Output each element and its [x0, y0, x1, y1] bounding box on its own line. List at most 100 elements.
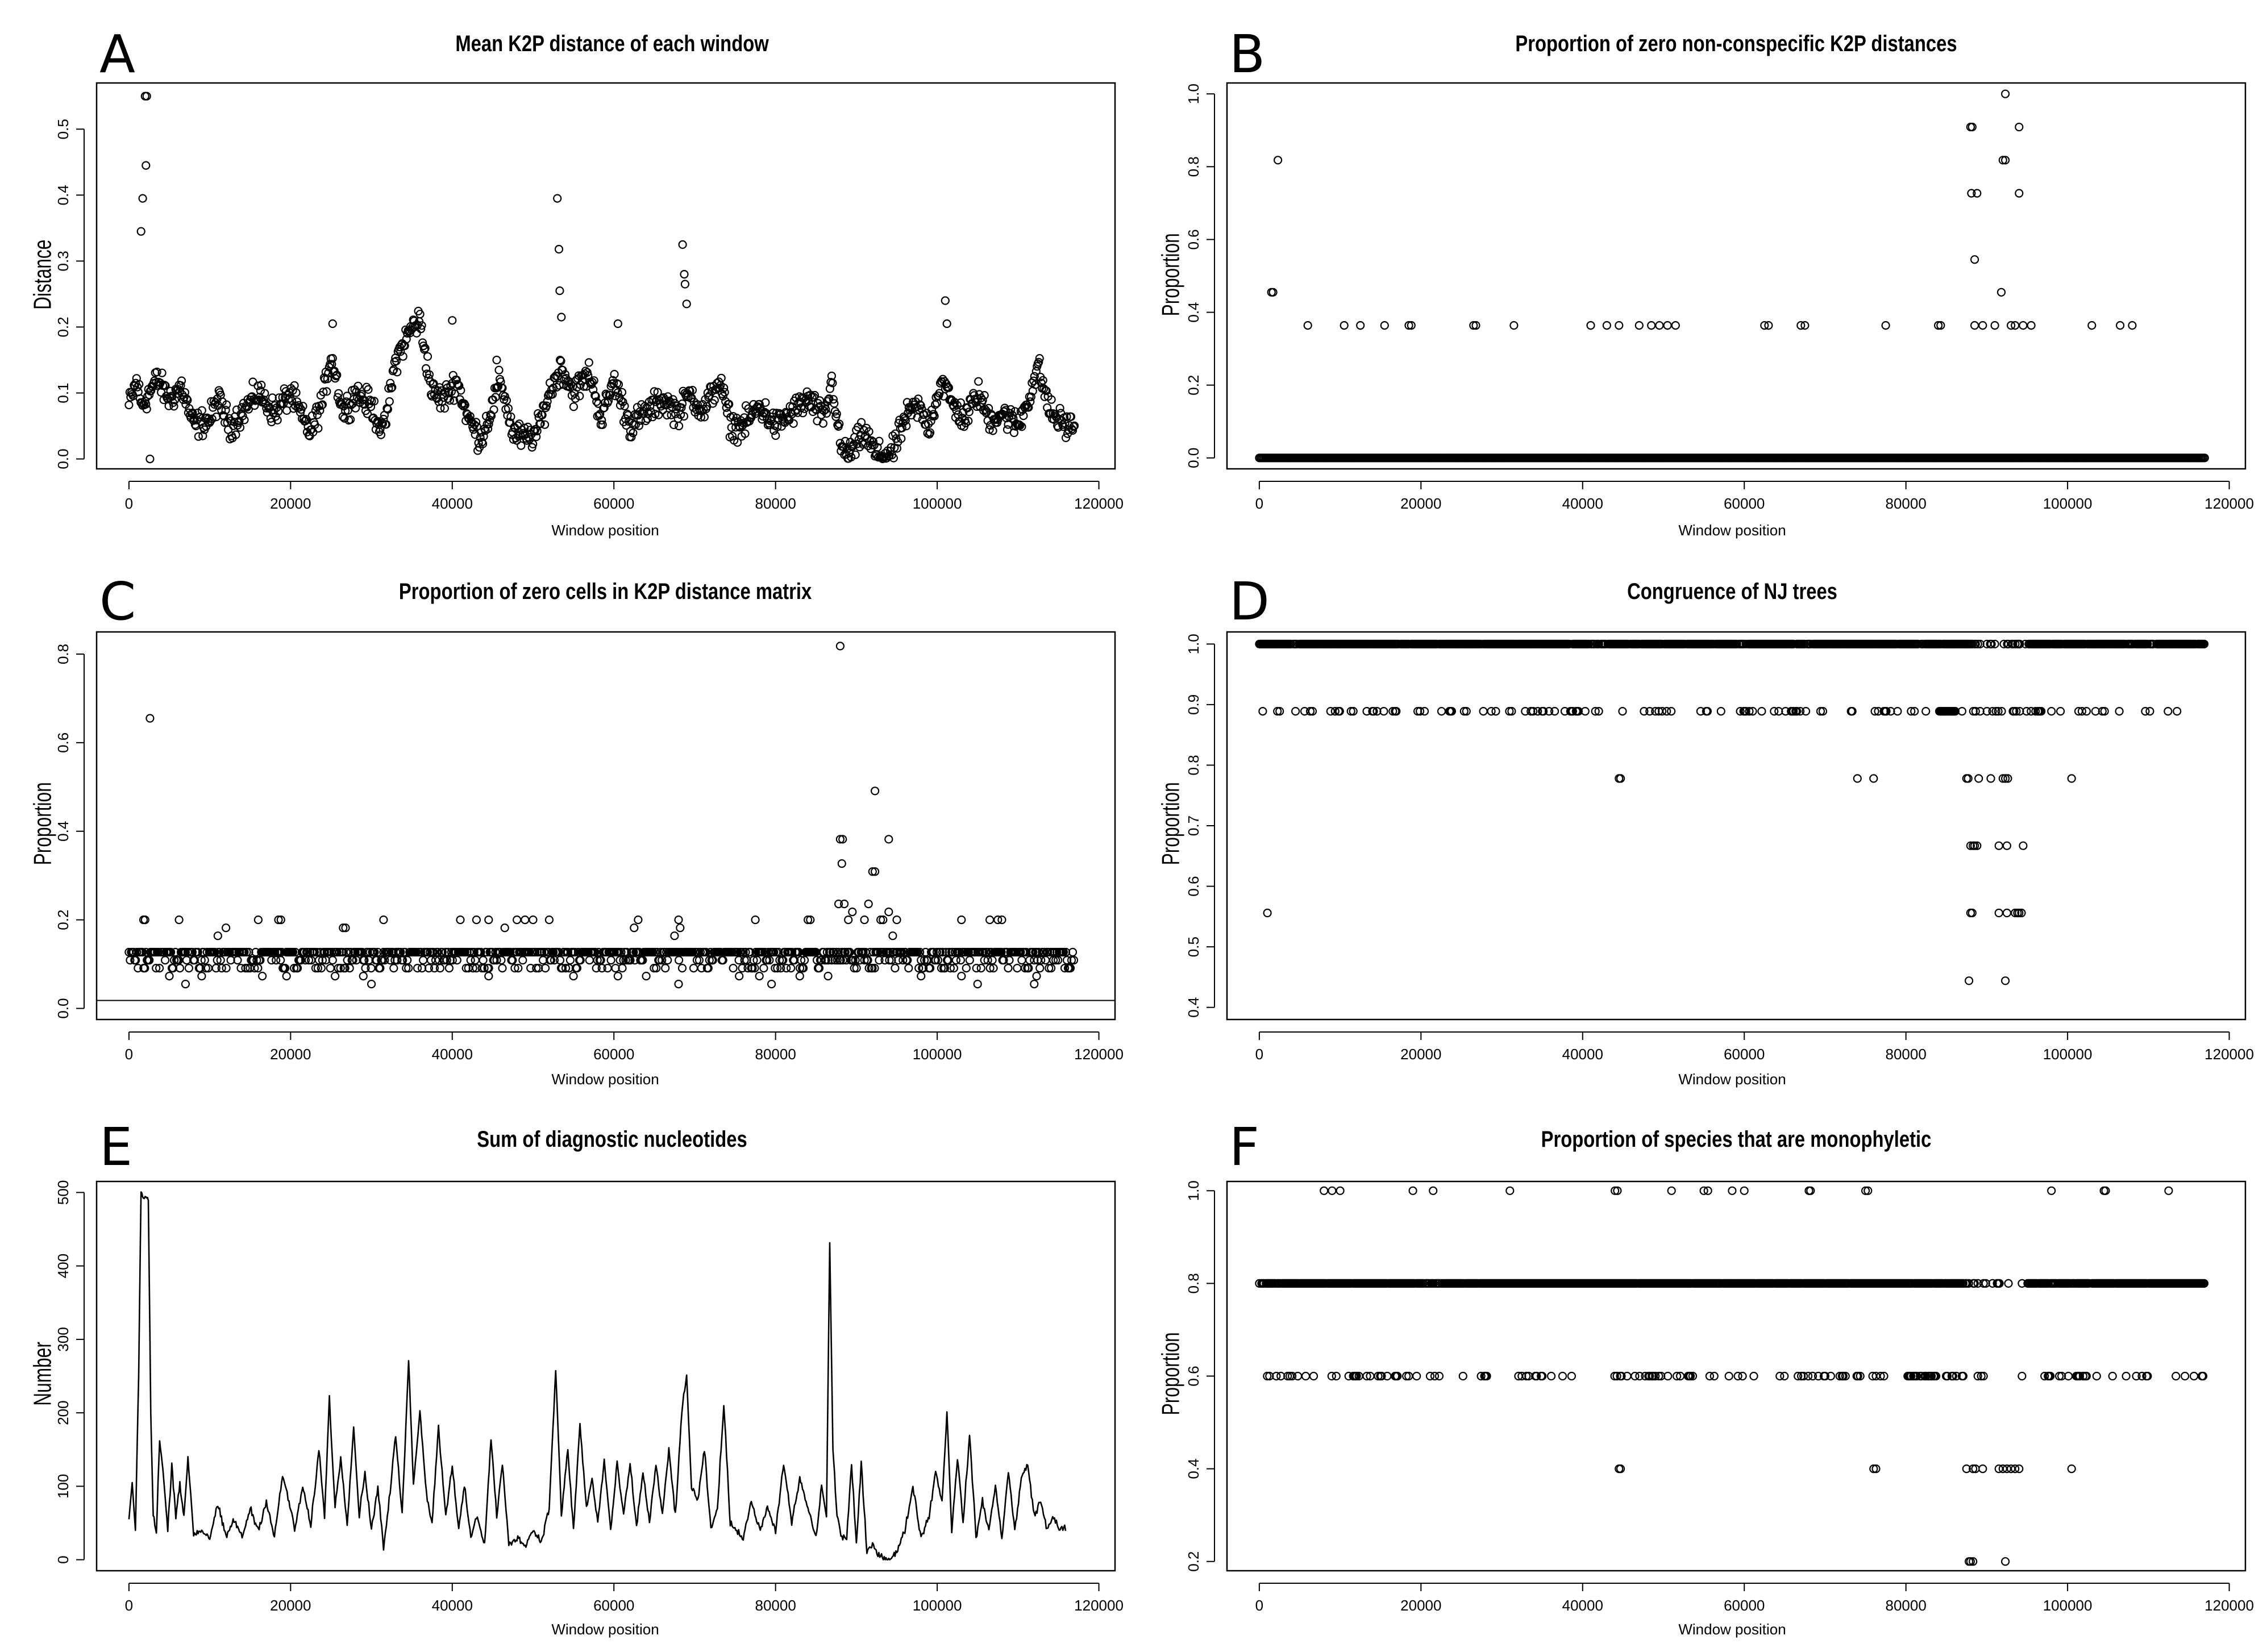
y-tick-label: 1.0	[1185, 1180, 1202, 1201]
data-point	[1764, 321, 1773, 330]
data-point	[653, 388, 662, 397]
data-point	[322, 387, 331, 396]
data-point	[598, 420, 607, 430]
data-point	[2001, 89, 2010, 98]
data-point	[2087, 321, 2097, 330]
data-point	[581, 367, 590, 376]
x-tick-label: 0	[125, 1046, 133, 1063]
data-point	[238, 411, 247, 421]
data-point	[978, 396, 987, 405]
data-point	[2007, 321, 2016, 330]
data-point	[665, 397, 675, 406]
data-point	[688, 385, 697, 395]
data-point	[161, 381, 170, 390]
data-point	[641, 416, 650, 426]
x-tick-label: 20000	[270, 495, 311, 512]
data-point	[1936, 321, 1945, 330]
data-point	[442, 380, 451, 389]
data-point	[1068, 426, 1078, 435]
y-tick-label: 0.3	[55, 251, 72, 271]
data-point	[298, 402, 307, 411]
data-point	[392, 356, 401, 365]
data-point	[640, 402, 650, 411]
data-point	[313, 410, 322, 419]
data-point	[1996, 288, 2006, 297]
y-tick-label: 0.1	[55, 382, 72, 403]
panel-letter: D	[1229, 571, 1270, 632]
data-point	[667, 410, 676, 419]
y-tick-label: 0.6	[1185, 229, 1202, 249]
data-point	[536, 419, 545, 428]
data-point	[901, 416, 910, 425]
data-point	[941, 296, 950, 305]
data-point	[328, 319, 337, 328]
data-point	[591, 392, 600, 401]
data-point	[142, 161, 151, 170]
data-point	[369, 397, 379, 406]
data-point	[892, 444, 902, 453]
data-point	[557, 313, 566, 322]
data-point	[440, 403, 450, 413]
y-tick-label: 0.0	[55, 998, 72, 1018]
panel-title: Congruence of NJ trees	[1627, 579, 1837, 604]
y-axis-label: Proportion	[1157, 782, 1184, 865]
data-point	[1054, 423, 1063, 432]
data-point	[142, 405, 151, 414]
data-point	[540, 420, 550, 429]
data-point	[140, 963, 149, 973]
data-point	[554, 244, 564, 254]
data-point	[889, 453, 899, 463]
data-point	[829, 395, 838, 404]
data-point	[494, 365, 504, 374]
panel-c: C Proportion of zero cells in K2P distan…	[28, 571, 1124, 1088]
data-point	[231, 430, 240, 439]
data-point	[654, 410, 663, 419]
data-point	[484, 419, 493, 428]
data-point	[157, 368, 167, 377]
data-point	[620, 401, 629, 411]
x-tick-label: 100000	[913, 1597, 962, 1614]
data-point	[386, 384, 396, 393]
data-point	[492, 355, 501, 365]
data-point	[1006, 405, 1016, 414]
x-axis-label: Window position	[551, 1071, 659, 1088]
data-point	[257, 380, 266, 390]
data-point	[1026, 392, 1035, 402]
y-tick-label: 0.0	[55, 449, 72, 469]
x-axis-label: Window position	[551, 1621, 659, 1638]
x-tick-label: 60000	[1724, 1597, 1765, 1614]
data-point	[1471, 321, 1480, 330]
data-point	[273, 415, 282, 425]
data-point	[589, 376, 598, 385]
data-point	[725, 400, 734, 409]
data-point	[810, 390, 820, 400]
x-tick-label: 60000	[593, 495, 634, 512]
panel-a: A Mean K2P distance of each window Dista…	[28, 24, 1124, 539]
data-point	[260, 389, 269, 398]
data-point	[1967, 122, 1977, 132]
data-point	[571, 394, 580, 403]
data-point	[930, 411, 939, 421]
data-point	[419, 341, 428, 351]
data-point	[1055, 403, 1064, 413]
data-point	[351, 403, 360, 413]
data-point	[1035, 353, 1044, 363]
y-tick-label: 0.5	[1185, 937, 1202, 957]
data-point	[705, 391, 714, 401]
y-tick-label: 0	[55, 1555, 72, 1563]
data-point	[832, 409, 841, 419]
y-tick-label: 0.8	[1185, 156, 1202, 177]
data-point	[773, 422, 782, 431]
x-tick-label: 40000	[1562, 1597, 1603, 1614]
data-point	[720, 388, 729, 397]
data-point	[575, 392, 584, 401]
x-tick-label: 120000	[1074, 1046, 1124, 1063]
data-point	[1970, 321, 1979, 330]
data-point	[553, 194, 562, 203]
x-tick-label: 120000	[2204, 495, 2254, 512]
data-point	[319, 387, 328, 397]
data-point	[669, 420, 679, 430]
data-point	[383, 405, 393, 414]
data-point	[634, 421, 644, 430]
data-point	[194, 432, 203, 441]
